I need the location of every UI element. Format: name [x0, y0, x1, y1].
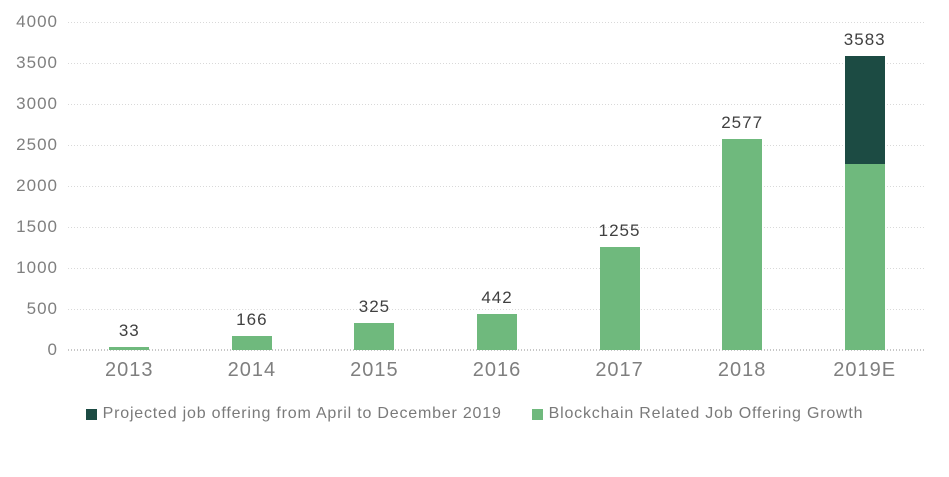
bar-segment-actual — [722, 138, 763, 350]
y-axis-tick-label: 2500 — [16, 135, 58, 154]
legend-label-projected: Projected job offering from April to Dec… — [102, 405, 502, 422]
x-axis-category-label: 2017 — [595, 359, 644, 381]
bar-value-label: 3583 — [843, 30, 886, 50]
bar-value-label: 166 — [236, 310, 268, 330]
bar-segment-projected — [844, 56, 885, 164]
y-axis-tick-label: 1500 — [16, 217, 58, 236]
legend-label-actual: Blockchain Related Job Offering Growth — [548, 405, 864, 422]
gridline — [68, 267, 926, 269]
x-axis-category-label: 2018 — [717, 359, 767, 381]
chart-legend: Projected job offering from April to Dec… — [0, 404, 949, 424]
bar-value-label: 325 — [358, 297, 391, 317]
bar-segment-actual — [109, 347, 150, 350]
x-axis-category-label: 2016 — [472, 359, 522, 381]
gridline — [68, 308, 926, 310]
y-axis-tick-label: 0 — [47, 340, 58, 359]
legend-swatch-actual-icon — [531, 408, 543, 420]
gridline — [68, 103, 926, 105]
bar-value-label: 33 — [118, 321, 140, 341]
gridline — [68, 62, 926, 64]
bar-segment-actual — [477, 313, 517, 350]
gridline — [68, 21, 926, 23]
y-axis-tick-label: 4000 — [16, 12, 58, 31]
gridline — [68, 185, 926, 187]
bar-value-label: 442 — [481, 287, 513, 307]
y-axis-tick-label: 3000 — [16, 94, 58, 113]
y-axis-tick-label: 3500 — [16, 53, 58, 72]
gridline — [68, 226, 926, 228]
legend-item-projected: Projected job offering from April to Dec… — [85, 404, 502, 424]
gridline — [68, 144, 926, 146]
y-axis-tick-label: 500 — [26, 299, 58, 318]
bar-value-label: 1255 — [598, 221, 641, 241]
x-axis-category-label: 2015 — [350, 359, 399, 381]
bar-segment-actual — [354, 323, 395, 350]
legend-item-actual: Blockchain Related Job Offering Growth — [531, 404, 864, 424]
x-axis-category-label: 2019E — [833, 359, 897, 381]
bar-segment-actual — [844, 163, 885, 350]
x-axis-line — [68, 349, 926, 351]
legend-swatch-projected-icon — [85, 408, 97, 420]
x-axis-category-label: 2013 — [105, 359, 154, 381]
bar-segment-actual — [231, 336, 272, 350]
bar-segment-actual — [599, 247, 640, 350]
x-axis-category-label: 2014 — [227, 359, 277, 381]
y-axis-tick-label: 1000 — [16, 258, 58, 277]
bar-value-label: 2577 — [721, 112, 764, 132]
y-axis-tick-label: 2000 — [16, 176, 58, 195]
